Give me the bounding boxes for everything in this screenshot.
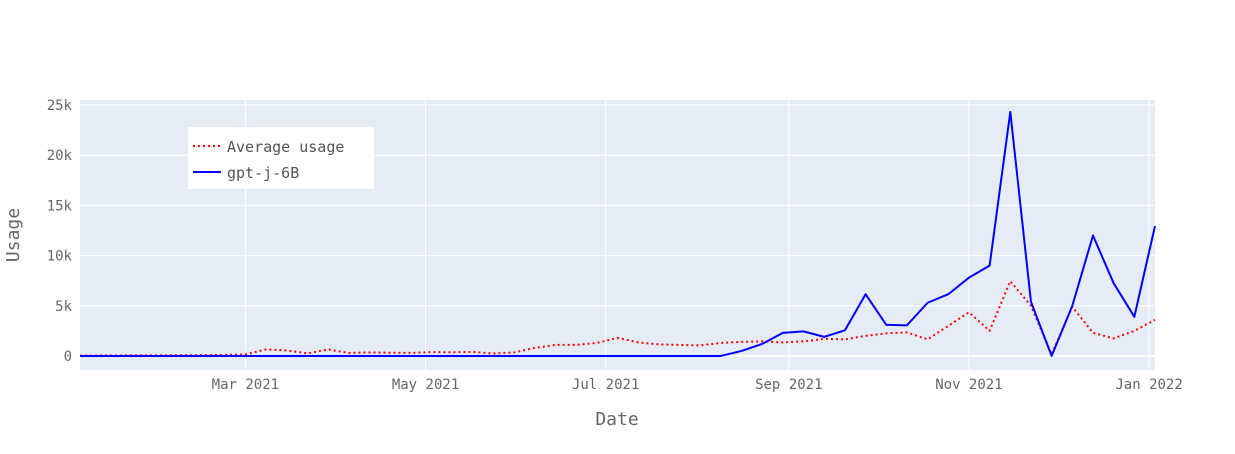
series-line-average-usage[interactable] — [79, 280, 1156, 357]
y-tick-label: 10k — [47, 249, 73, 265]
y-tick-label: 5k — [55, 299, 72, 315]
x-tick-label: Nov 2021 — [935, 377, 1002, 393]
legend[interactable]: Average usage gpt-j-6B — [188, 127, 374, 189]
x-tick-label: Mar 2021 — [212, 377, 279, 393]
legend-background — [188, 127, 374, 189]
x-tick-label: Jul 2021 — [572, 377, 639, 393]
x-tick-label: Sep 2021 — [755, 377, 822, 393]
y-tick-label: 0 — [64, 349, 72, 365]
x-axis-title: Date — [595, 409, 638, 430]
y-tick-label: 20k — [47, 148, 73, 164]
y-axis-ticks: 0 5k 10k 15k 20k 25k — [47, 98, 73, 365]
series-lines — [79, 111, 1156, 357]
legend-label-gpt-j-6b: gpt-j-6B — [227, 164, 299, 182]
y-tick-label: 15k — [47, 198, 73, 214]
x-tick-label: Jan 2022 — [1115, 377, 1182, 393]
legend-label-average-usage: Average usage — [227, 138, 344, 156]
y-axis-title: Usage — [3, 208, 24, 262]
x-tick-label: May 2021 — [392, 377, 459, 393]
y-tick-label: 25k — [47, 98, 73, 114]
x-axis-ticks: Mar 2021 May 2021 Jul 2021 Sep 2021 Nov 2021… — [212, 377, 1183, 393]
series-line-gpt-j-6b[interactable] — [80, 111, 1156, 357]
